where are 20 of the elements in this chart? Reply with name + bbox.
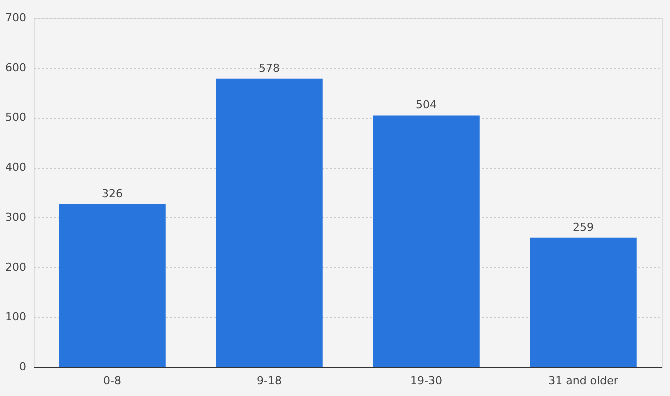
data-label: 504 <box>416 98 437 112</box>
y-tick-label: 0 <box>20 360 26 374</box>
x-tick-label: 9-18 <box>257 374 282 388</box>
x-tick-label: 19-30 <box>410 374 442 388</box>
y-tick-label: 500 <box>6 111 26 124</box>
y-tick-label: 700 <box>6 12 26 24</box>
data-label: 578 <box>259 62 280 75</box>
bar <box>59 204 166 367</box>
data-label: 326 <box>102 187 123 200</box>
data-label: 259 <box>573 220 594 234</box>
bar <box>373 116 480 367</box>
y-tick-label: 200 <box>6 260 26 274</box>
x-tick-label: 31 and older <box>548 374 619 388</box>
bar <box>530 238 637 367</box>
y-tick-label: 300 <box>6 210 26 224</box>
y-tick-label: 100 <box>6 310 26 324</box>
y-tick-label: 600 <box>6 61 26 74</box>
bar <box>216 78 323 367</box>
y-tick-label: 400 <box>6 161 26 174</box>
x-tick-label: 0-8 <box>104 374 122 388</box>
